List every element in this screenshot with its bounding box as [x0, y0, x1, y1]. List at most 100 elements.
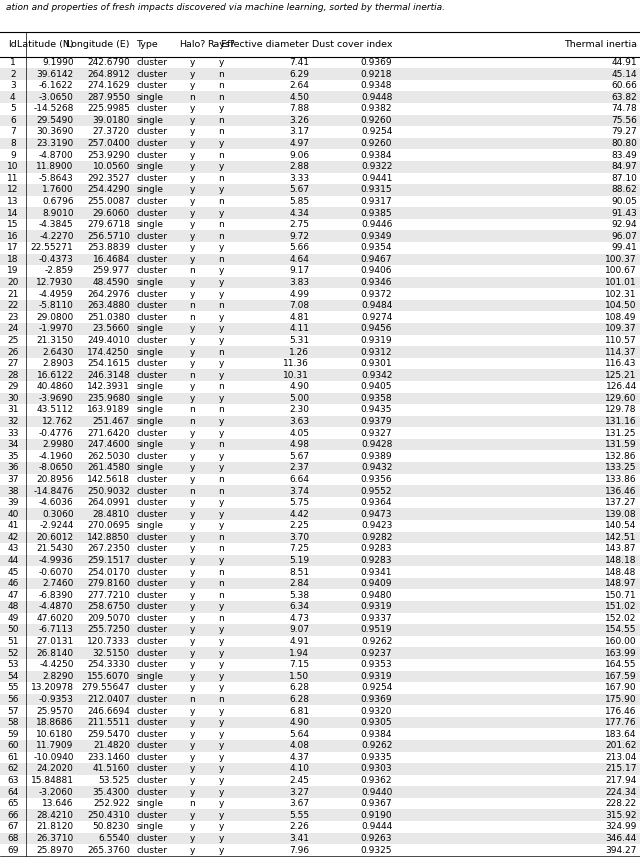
- Text: 5.85: 5.85: [289, 197, 309, 206]
- Text: n: n: [218, 255, 224, 264]
- Text: cluster: cluster: [136, 556, 167, 565]
- Text: 7.25: 7.25: [289, 544, 309, 554]
- Text: 20.6012: 20.6012: [36, 533, 74, 542]
- Text: 8.9010: 8.9010: [42, 209, 74, 218]
- Text: y: y: [218, 718, 224, 727]
- Text: n: n: [189, 417, 195, 426]
- Text: cluster: cluster: [136, 591, 167, 599]
- Text: Effective diameter: Effective diameter: [221, 40, 309, 49]
- Text: n: n: [189, 267, 195, 275]
- Text: 250.4310: 250.4310: [87, 811, 130, 820]
- Text: 0.9367: 0.9367: [361, 799, 392, 808]
- Text: -2.859: -2.859: [45, 267, 74, 275]
- Bar: [0, 404, 640, 415]
- Bar: [0, 184, 640, 196]
- Bar: [0, 277, 640, 288]
- Text: 0.9315: 0.9315: [361, 186, 392, 194]
- Text: 3.63: 3.63: [289, 417, 309, 426]
- Text: y: y: [218, 371, 224, 380]
- Text: y: y: [189, 475, 195, 484]
- Text: y: y: [218, 602, 224, 611]
- Text: y: y: [218, 359, 224, 368]
- Text: y: y: [218, 556, 224, 565]
- Text: 22: 22: [7, 301, 19, 310]
- Text: y: y: [218, 752, 224, 762]
- Text: y: y: [189, 672, 195, 681]
- Text: Halo?: Halo?: [179, 40, 205, 49]
- Text: 3.67: 3.67: [289, 799, 309, 808]
- Text: 0.9312: 0.9312: [361, 347, 392, 357]
- Text: 21: 21: [7, 290, 19, 298]
- Text: y: y: [218, 834, 224, 843]
- Text: 274.1629: 274.1629: [87, 81, 130, 90]
- Text: single: single: [136, 440, 163, 449]
- Text: 1: 1: [10, 58, 15, 67]
- Text: 133.86: 133.86: [605, 475, 637, 484]
- Text: 99.41: 99.41: [611, 243, 637, 252]
- Text: n: n: [189, 93, 195, 101]
- Text: 292.3527: 292.3527: [87, 174, 130, 183]
- Text: 10: 10: [7, 163, 19, 171]
- Text: 265.3760: 265.3760: [87, 845, 130, 855]
- Text: -14.5268: -14.5268: [33, 104, 74, 114]
- Text: 0.9473: 0.9473: [361, 510, 392, 519]
- Text: 167.59: 167.59: [605, 672, 637, 681]
- Text: 0.9385: 0.9385: [361, 209, 392, 218]
- Text: y: y: [218, 776, 224, 785]
- Text: cluster: cluster: [136, 313, 167, 322]
- Text: cluster: cluster: [136, 487, 167, 495]
- Bar: [0, 636, 640, 648]
- Text: 91.43: 91.43: [611, 209, 637, 218]
- Text: 4.64: 4.64: [289, 255, 309, 264]
- Text: 251.467: 251.467: [93, 417, 130, 426]
- Text: -0.6070: -0.6070: [39, 568, 74, 576]
- Text: 2: 2: [10, 70, 15, 78]
- Bar: [0, 832, 640, 845]
- Text: -6.7113: -6.7113: [39, 625, 74, 635]
- Text: 50: 50: [7, 625, 19, 635]
- Text: 45: 45: [7, 568, 19, 576]
- Text: 45.14: 45.14: [611, 70, 637, 78]
- Bar: [0, 682, 640, 694]
- Text: 0.9322: 0.9322: [361, 163, 392, 171]
- Bar: [0, 207, 640, 218]
- Text: 9.17: 9.17: [289, 267, 309, 275]
- Text: y: y: [189, 822, 195, 832]
- Text: n: n: [189, 301, 195, 310]
- Bar: [0, 68, 640, 80]
- Text: y: y: [189, 845, 195, 855]
- Text: y: y: [189, 197, 195, 206]
- Text: 19: 19: [7, 267, 19, 275]
- Text: 1.50: 1.50: [289, 672, 309, 681]
- Text: 133.25: 133.25: [605, 464, 637, 472]
- Text: 0.9406: 0.9406: [361, 267, 392, 275]
- Text: 2.37: 2.37: [289, 464, 309, 472]
- Text: 42: 42: [7, 533, 19, 542]
- Text: 152.02: 152.02: [605, 614, 637, 623]
- Text: y: y: [189, 347, 195, 357]
- Text: 0.9362: 0.9362: [361, 776, 392, 785]
- Text: 254.0170: 254.0170: [87, 568, 130, 576]
- Text: 1.7600: 1.7600: [42, 186, 74, 194]
- Text: Type: Type: [136, 40, 158, 49]
- Bar: [0, 358, 640, 370]
- Text: y: y: [218, 741, 224, 750]
- Bar: [0, 80, 640, 91]
- Text: -4.4250: -4.4250: [39, 660, 74, 669]
- Text: 43: 43: [7, 544, 19, 554]
- Text: y: y: [189, 521, 195, 531]
- Text: cluster: cluster: [136, 209, 167, 218]
- Text: -0.9353: -0.9353: [39, 695, 74, 704]
- Text: cluster: cluster: [136, 568, 167, 576]
- Text: 254.1615: 254.1615: [87, 359, 130, 368]
- Text: 48.4590: 48.4590: [93, 278, 130, 287]
- Bar: [0, 845, 640, 856]
- Text: 0.9356: 0.9356: [361, 475, 392, 484]
- Text: n: n: [218, 116, 224, 125]
- Text: 88.62: 88.62: [611, 186, 637, 194]
- Text: 6.34: 6.34: [289, 602, 309, 611]
- Text: 74.78: 74.78: [611, 104, 637, 114]
- Text: single: single: [136, 383, 163, 391]
- Text: -1.9970: -1.9970: [39, 324, 74, 334]
- Text: n: n: [218, 231, 224, 241]
